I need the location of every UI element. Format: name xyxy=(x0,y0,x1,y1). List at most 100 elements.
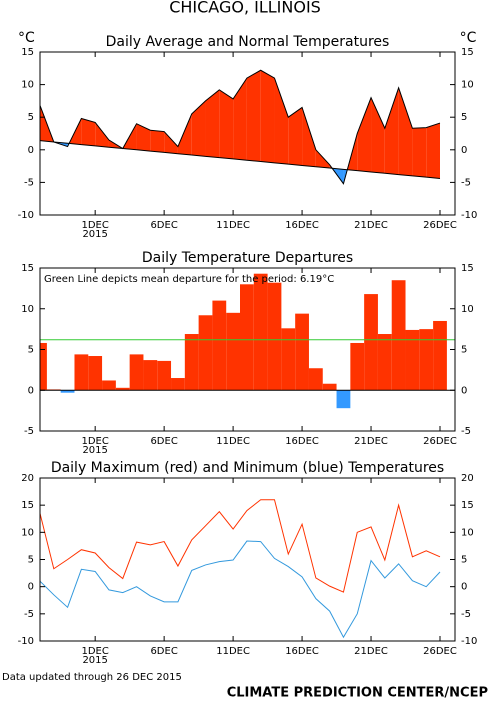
y-tick-label-right: 10 xyxy=(461,80,474,91)
y-tick-label-right: -5 xyxy=(461,177,471,188)
y-tick-label: -10 xyxy=(18,210,34,221)
y-tick-label-right: 10 xyxy=(461,304,474,315)
plot xyxy=(40,69,441,185)
area-segment xyxy=(412,127,427,178)
y-tick-label-right: 5 xyxy=(461,112,467,123)
bar xyxy=(405,329,420,391)
x-tick-label: 21DEC xyxy=(354,220,388,231)
y-tick-label-right: 0 xyxy=(461,385,467,396)
area-segment xyxy=(302,107,316,167)
x-tick-label: 11DEC xyxy=(216,436,250,447)
panel-title: Daily Temperature Departures xyxy=(142,250,353,266)
plot xyxy=(40,273,455,409)
y-axis-label-right: °C xyxy=(460,30,477,46)
area-segment xyxy=(164,131,178,154)
x-tick-label: 21DEC xyxy=(354,646,388,657)
bar xyxy=(336,390,351,409)
bar xyxy=(322,383,337,391)
x-tick-label: 26DEC xyxy=(423,646,457,657)
x-year-label: 2015 xyxy=(82,445,107,456)
y-tick-label: 15 xyxy=(21,500,34,511)
panel-title: Daily Maximum (red) and Minimum (blue) T… xyxy=(51,460,444,476)
area-segment xyxy=(384,87,399,175)
bar xyxy=(391,280,406,391)
y-tick-label: 5 xyxy=(28,112,34,123)
x-tick-label: 21DEC xyxy=(354,436,388,447)
series-line xyxy=(40,540,441,639)
annotation: Green Line depicts mean departure for th… xyxy=(44,274,334,285)
area-segment xyxy=(426,123,440,179)
area-segment xyxy=(398,87,413,176)
plot-frame xyxy=(39,267,456,432)
y-tick-label: 0 xyxy=(28,582,34,593)
y-tick-label-right: 15 xyxy=(461,47,474,58)
area-segment xyxy=(288,107,303,166)
footer-credit: CLIMATE PREDICTION CENTER/NCEP xyxy=(227,686,488,701)
page-title: CHICAGO, ILLINOIS xyxy=(169,0,321,17)
area-segment xyxy=(233,78,247,161)
area-segment xyxy=(95,122,109,148)
y-tick-label-right: -5 xyxy=(461,609,471,620)
area-segment xyxy=(150,130,165,153)
x-tick-label: 11DEC xyxy=(216,220,250,231)
series-line xyxy=(40,140,441,179)
y-tick-label-right: 0 xyxy=(461,582,467,593)
plot xyxy=(40,499,441,639)
bar xyxy=(419,329,434,391)
area-segment xyxy=(246,70,261,162)
area-segment xyxy=(274,78,289,165)
y-tick-label-right: 15 xyxy=(461,500,474,511)
x-tick-label: 6DEC xyxy=(150,436,177,447)
y-tick-label-right: 5 xyxy=(461,345,467,356)
bar xyxy=(377,334,392,391)
bar xyxy=(102,380,116,391)
x-tick-label: 1DEC xyxy=(81,436,108,447)
x-tick-label: 26DEC xyxy=(423,436,457,447)
y-tick-label: -10 xyxy=(18,636,34,647)
y-tick-label-right: -10 xyxy=(461,210,477,221)
y-tick-label: 5 xyxy=(28,345,34,356)
bar xyxy=(350,342,365,391)
y-tick-label: 10 xyxy=(21,304,34,315)
series-line xyxy=(40,69,441,185)
bar xyxy=(157,360,172,391)
bar xyxy=(364,294,378,391)
bar xyxy=(184,334,199,391)
x-tick-label: 6DEC xyxy=(150,646,177,657)
y-tick-label: 10 xyxy=(21,527,34,538)
y-tick-label-right: 5 xyxy=(461,555,467,566)
area-segment xyxy=(371,97,385,174)
area-segment xyxy=(205,89,220,158)
bar xyxy=(171,378,185,391)
y-tick-label-right: -10 xyxy=(461,636,477,647)
y-tick-label: 15 xyxy=(21,263,34,274)
y-tick-label: 0 xyxy=(28,145,34,156)
x-tick-label: 1DEC xyxy=(81,646,108,657)
area-segment xyxy=(315,149,330,169)
x-tick-label: 16DEC xyxy=(285,646,319,657)
x-tick-label: 16DEC xyxy=(285,436,319,447)
bar xyxy=(88,356,103,391)
y-tick-label: 5 xyxy=(28,555,34,566)
bar xyxy=(433,320,447,391)
area-segment xyxy=(177,113,192,156)
area-segment xyxy=(81,118,96,146)
y-tick-label: -5 xyxy=(24,609,34,620)
y-tick-label-right: 15 xyxy=(461,263,474,274)
footer-note: Data updated through 26 DEC 2015 xyxy=(2,672,182,683)
plot-frame xyxy=(39,51,456,216)
bar xyxy=(226,312,240,391)
y-tick-label-right: -5 xyxy=(461,426,471,437)
y-tick-label: 10 xyxy=(21,80,34,91)
area-segment xyxy=(260,70,275,163)
y-tick-label-right: 0 xyxy=(461,145,467,156)
y-axis-label: °C xyxy=(18,30,35,46)
area-segment xyxy=(40,105,54,142)
x-tick-label: 1DEC xyxy=(81,220,108,231)
bar xyxy=(60,390,75,393)
bar xyxy=(295,313,309,391)
y-tick-label: 0 xyxy=(28,385,34,396)
bar xyxy=(308,368,323,391)
y-tick-label-right: 10 xyxy=(461,527,474,538)
